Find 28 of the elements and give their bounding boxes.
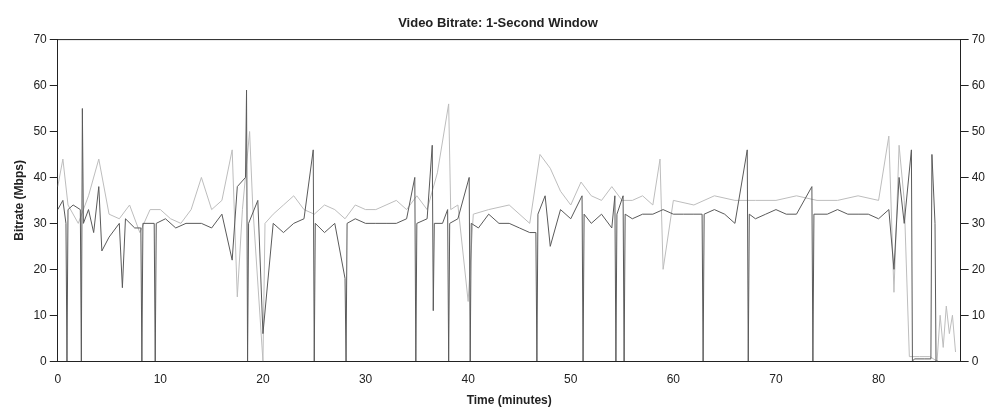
x-tick-label: 50	[564, 371, 578, 386]
x-axis-title: Time (minutes)	[466, 393, 552, 408]
y-tick-label: 20	[33, 261, 48, 276]
y-tick-label: 10	[33, 307, 48, 322]
y2-tick-label: 0	[971, 353, 979, 368]
chart-title: Video Bitrate: 1-Second Window	[398, 15, 599, 31]
y-tick-label: 0	[40, 353, 48, 368]
y2-tick-label: 40	[971, 169, 986, 184]
x-tick-label: 10	[153, 371, 168, 386]
x-tick-label: 60	[666, 371, 681, 386]
x-tick-label: 30	[358, 371, 373, 386]
y-tick-label: 40	[33, 169, 48, 184]
x-tick-label: 40	[461, 371, 476, 386]
y-tick-label: 70	[33, 31, 48, 46]
y-tick-label: 50	[33, 123, 48, 138]
y2-tick-label: 20	[971, 261, 986, 276]
y-axis-title: Bitrate (Mbps)	[11, 160, 26, 241]
x-tick-label: 80	[871, 371, 886, 386]
y2-tick-label: 30	[971, 215, 986, 230]
y2-tick-label: 10	[971, 307, 986, 322]
y2-tick-label: 70	[971, 31, 986, 46]
x-tick-label: 0	[54, 371, 62, 386]
y-tick-label: 30	[33, 215, 48, 230]
x-tick-label: 20	[256, 371, 270, 386]
x-tick-label: 70	[769, 371, 783, 386]
y2-tick-label: 50	[971, 123, 986, 138]
y-tick-label: 60	[33, 77, 48, 92]
y2-tick-label: 60	[971, 77, 986, 92]
